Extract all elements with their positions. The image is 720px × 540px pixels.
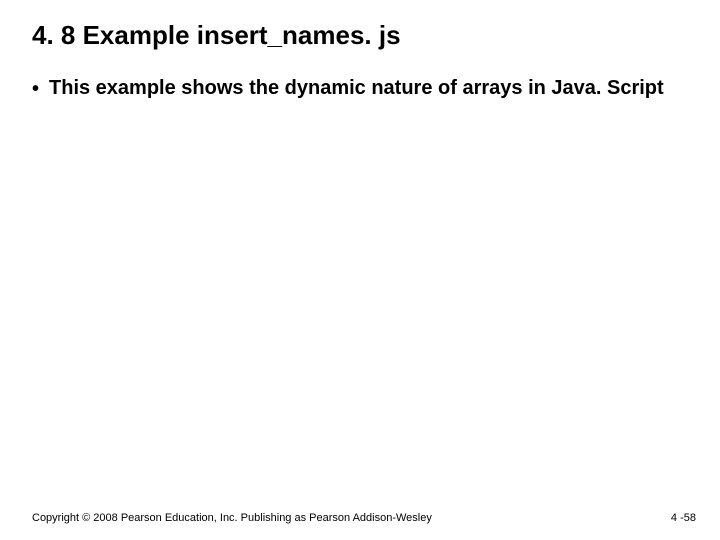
page-number: 4 -58 [671,512,696,524]
slide: 4. 8 Example insert_names. js • This exa… [0,0,720,540]
slide-body: • This example shows the dynamic nature … [32,76,680,102]
slide-title: 4. 8 Example insert_names. js [32,20,688,51]
bullet-item: • This example shows the dynamic nature … [32,76,680,102]
copyright-footer: Copyright © 2008 Pearson Education, Inc.… [32,512,432,524]
bullet-text: This example shows the dynamic nature of… [49,76,664,101]
bullet-marker: • [32,77,39,102]
